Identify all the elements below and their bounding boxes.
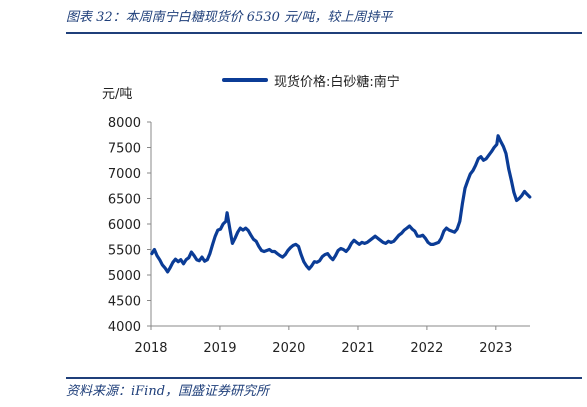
y-tick-label: 7500 [108,142,141,157]
y-tick-label: 8000 [108,116,141,131]
x-tick-label: 2020 [272,341,305,356]
x-tick-label: 2018 [134,341,167,356]
title-divider [66,32,582,34]
y-tick-label: 4000 [108,320,141,335]
x-tick-label: 2023 [479,341,512,356]
chart-legend: 现货价格:白砂糖:南宁 [222,70,400,90]
y-tick-label: 4500 [108,295,141,310]
y-tick-label: 6500 [108,193,141,208]
x-tick-label: 2019 [203,341,236,356]
figure-title: 图表 32：本周南宁白糖现货价 6530 元/吨，较上周持平 [66,10,393,25]
y-tick-label: 5500 [108,244,141,259]
x-tick-label: 2021 [341,341,374,356]
legend-swatch [222,78,268,82]
x-tick-label: 2022 [410,341,443,356]
y-tick-label: 7000 [108,167,141,182]
series-line [150,134,532,274]
source-divider [66,377,582,379]
source-note: 资料来源：iFind，国盛证券研究所 [66,384,270,399]
y-tick-label: 6000 [108,218,141,233]
y-axis-unit: 元/吨 [102,87,133,102]
y-tick-label: 5000 [108,269,141,284]
legend-label: 现货价格:白砂糖:南宁 [274,74,400,90]
